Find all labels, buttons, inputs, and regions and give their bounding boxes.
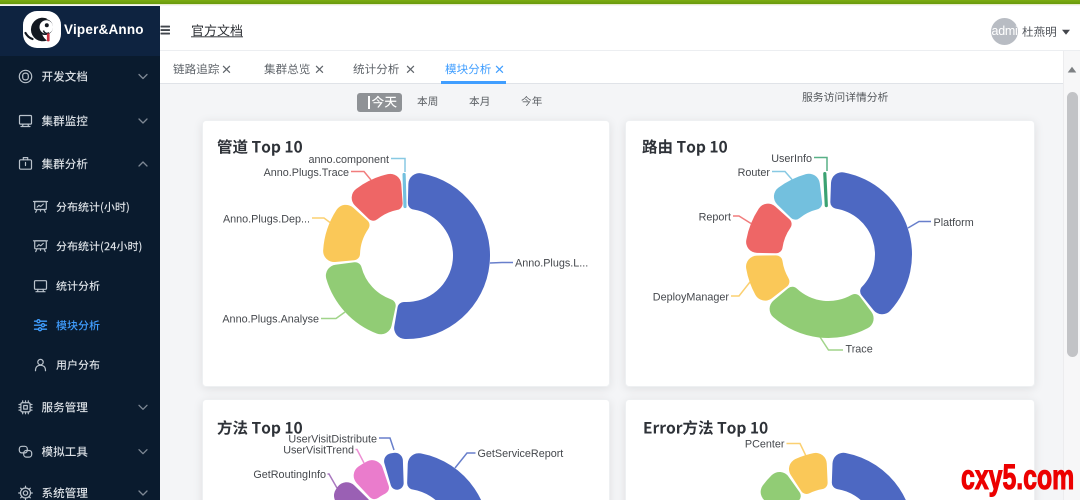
svg-text:Anno.Plugs.Analyse: Anno.Plugs.Analyse — [222, 314, 319, 326]
svg-text:Anno.Plugs.Trace: Anno.Plugs.Trace — [264, 167, 349, 179]
svg-text:Anno.Plugs.Dep...: Anno.Plugs.Dep... — [223, 214, 310, 226]
svg-text:Anno.Plugs.L...: Anno.Plugs.L... — [515, 258, 588, 270]
svg-text:GetServiceReport: GetServiceReport — [478, 448, 564, 460]
svg-text:Report: Report — [699, 212, 731, 224]
svg-text:Platform: Platform — [934, 217, 974, 229]
svg-text:UserVisitDistribute: UserVisitDistribute — [288, 434, 377, 446]
svg-text:anno.component: anno.component — [309, 154, 389, 166]
svg-text:UserInfo: UserInfo — [771, 153, 812, 165]
svg-text:PCenter: PCenter — [745, 439, 785, 451]
svg-text:GetRoutingInfo: GetRoutingInfo — [253, 469, 326, 481]
svg-text:Trace: Trace — [846, 344, 873, 356]
svg-text:UserVisitTrend: UserVisitTrend — [283, 445, 354, 457]
svg-text:Router: Router — [738, 167, 771, 179]
svg-text:DeployManager: DeployManager — [653, 292, 730, 304]
